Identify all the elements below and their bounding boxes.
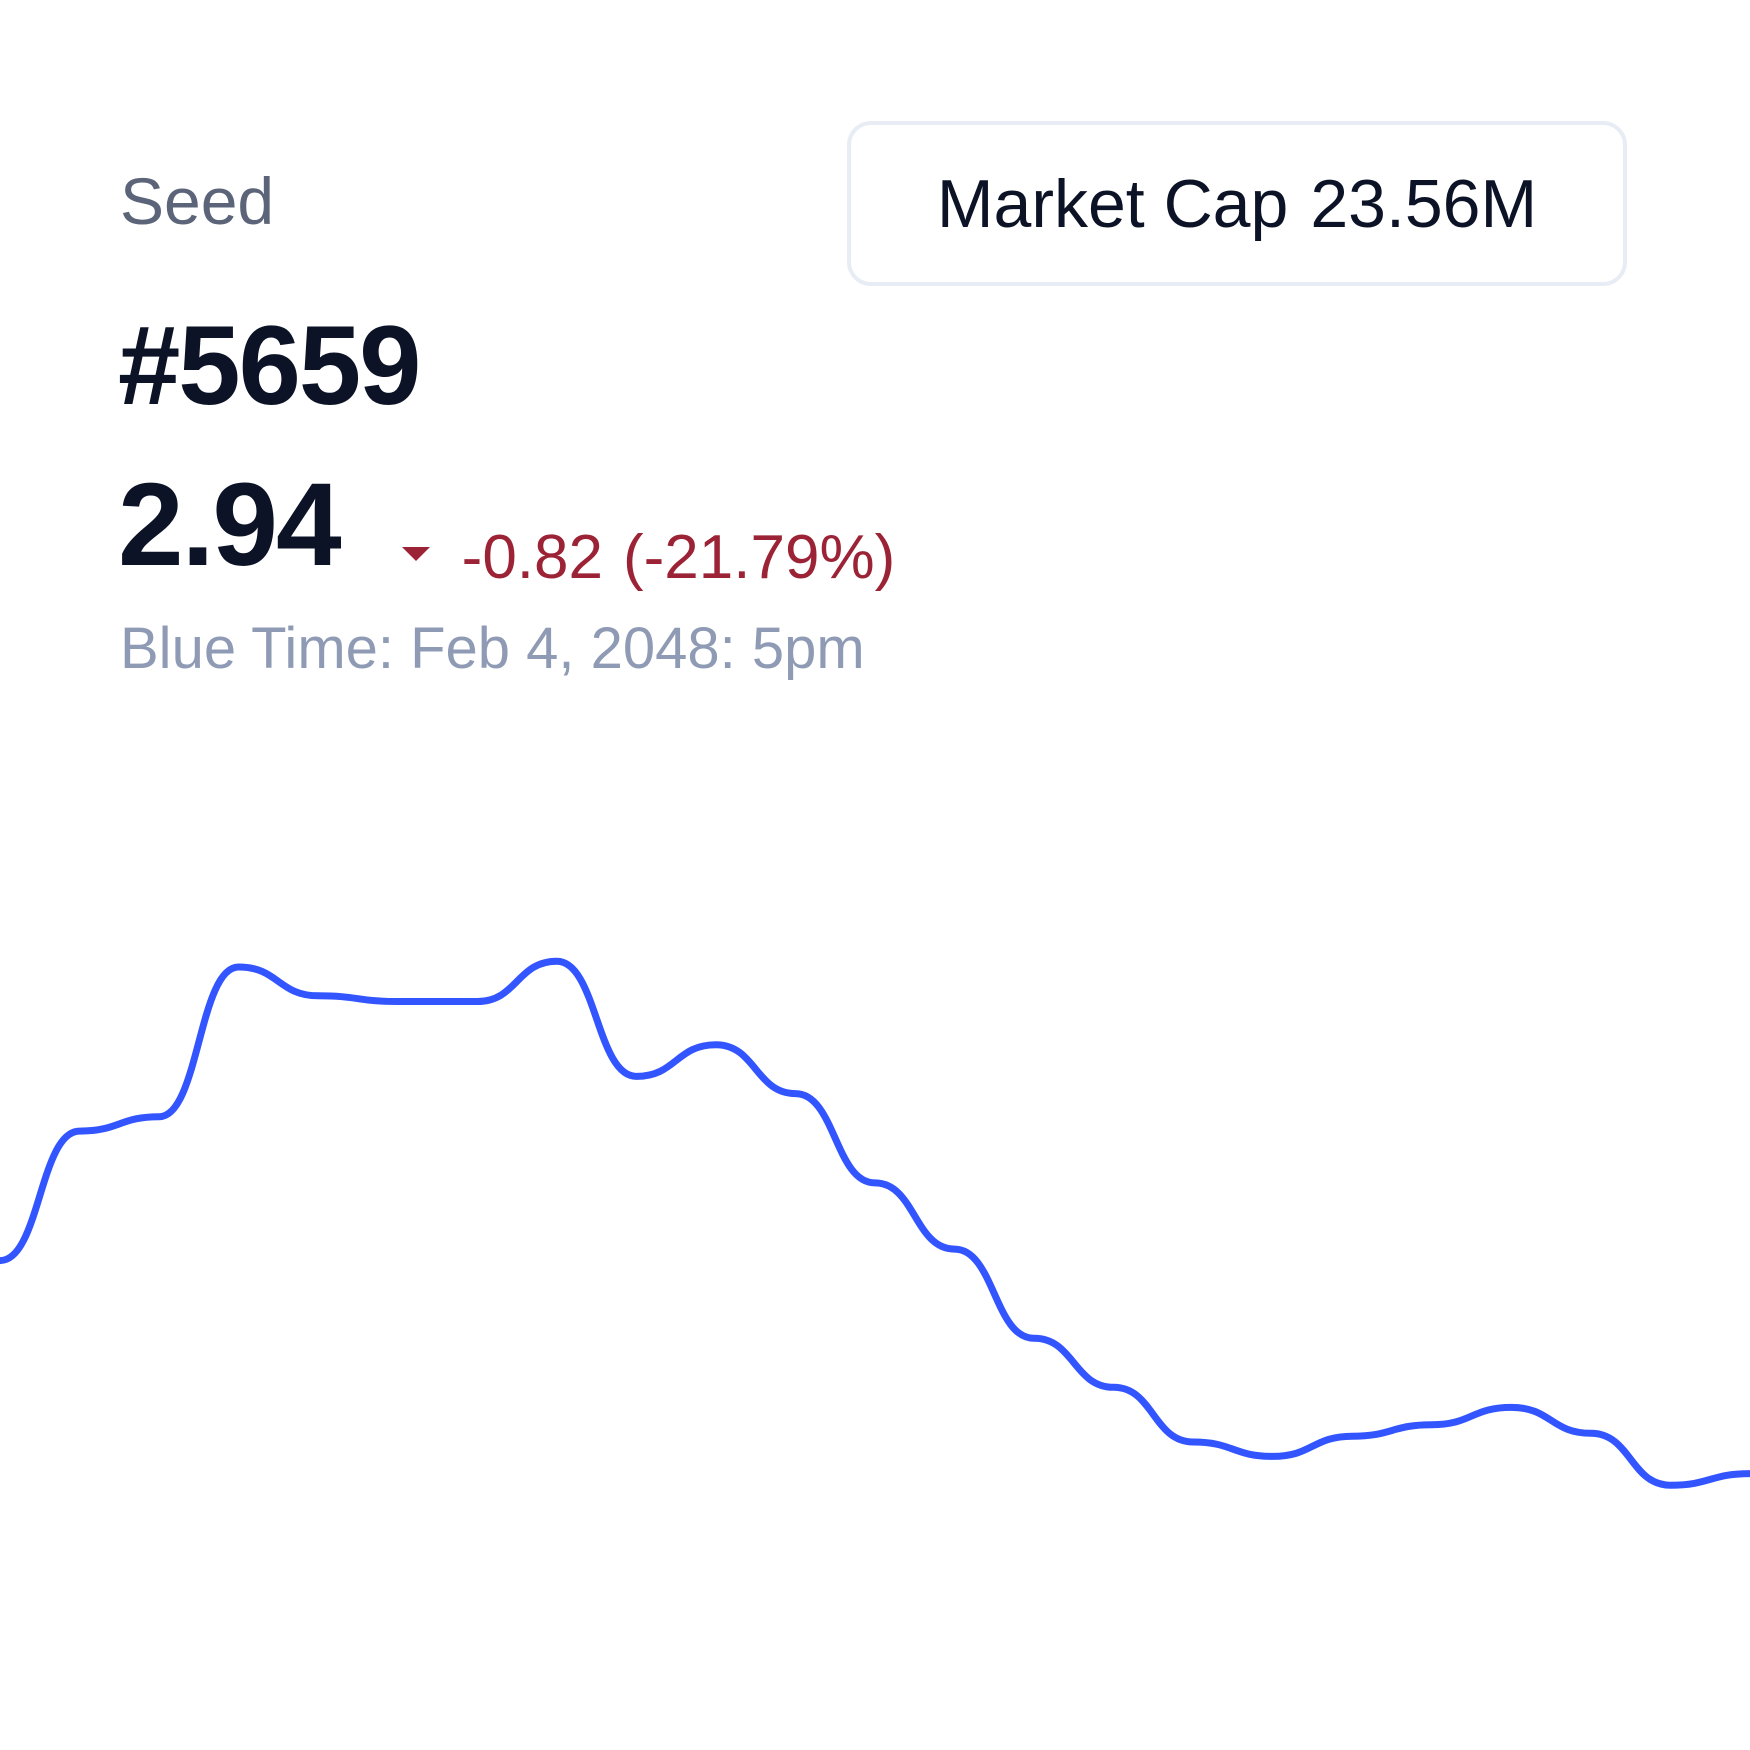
market-cap-value: 23.56M <box>1310 165 1538 242</box>
market-cap-label: Market Cap <box>936 165 1289 242</box>
price-change-absolute: -0.82 <box>461 523 603 592</box>
current-price: 2.94 <box>118 459 342 591</box>
price-row: 2.94 -0.82 (-21.79%) <box>118 459 896 592</box>
token-id: #5659 <box>118 303 421 428</box>
price-change: -0.82 (-21.79%) <box>401 523 896 592</box>
timestamp: Blue Time: Feb 4, 2048: 5pm <box>120 616 865 681</box>
category-label: Seed <box>120 164 275 238</box>
caret-down-icon <box>401 547 430 561</box>
market-cap-badge[interactable]: Market Cap 23.56M <box>847 121 1627 286</box>
price-change-percent: (-21.79%) <box>623 523 896 592</box>
series-line <box>0 957 1750 1489</box>
